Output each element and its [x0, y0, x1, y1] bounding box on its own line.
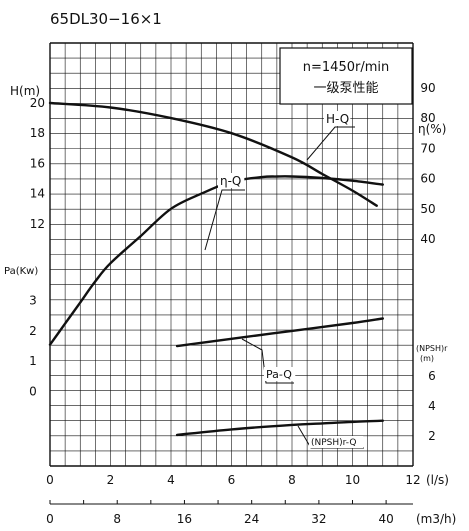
y-power-tick: 3 [29, 294, 37, 308]
eta-q-label: η-Q [220, 174, 241, 188]
y-npsh-tick: 4 [428, 399, 436, 413]
chart-grid [49, 42, 414, 467]
x2-tick-label: 8 [113, 512, 121, 526]
pa-q-label-bg [264, 367, 296, 381]
x2-axis-label: (m3/h) [416, 512, 456, 526]
npsh-q-curve [175, 419, 384, 437]
y-npsh-unit: (m) [420, 354, 434, 363]
x2-tick-label: 40 [378, 512, 393, 526]
y-eff-tick: 80 [420, 111, 435, 125]
x-axis-label: (l/s) [426, 473, 449, 487]
x2-tick-label: 0 [46, 512, 54, 526]
y-eff-tick: 70 [420, 141, 435, 155]
eta-q-curve [48, 175, 384, 346]
tick-labels: 0 2 4 6 8 10 120 8 16 24 32 40201816141232109080706… [29, 81, 436, 526]
x-tick-label: 10 [345, 473, 360, 487]
info-box-stage: 一级泵性能 [313, 81, 378, 96]
chart-title: 65DL30−16×1 [50, 10, 162, 28]
h-q-label-bg [324, 111, 351, 126]
y-power-label: Pa(Kw) [4, 266, 38, 277]
info-box-speed: n=1450r/min [303, 60, 389, 75]
y-eff-tick: 50 [420, 202, 435, 216]
y-head-tick: 20 [30, 96, 45, 110]
curve-labels: H-Q η-Q Pa-Q (NPSH)r-Q [204, 111, 364, 449]
x-tick-label: 0 [46, 473, 54, 487]
y-power-tick: 1 [29, 354, 37, 368]
y-eff-tick: 60 [420, 172, 435, 186]
y-npsh-label: (NPSH)r [416, 344, 448, 353]
pa-q-label: Pa-Q [266, 368, 292, 381]
info-box [279, 47, 413, 105]
npsh-q-label: (NPSH)r-Q [311, 438, 356, 448]
x-tick-label: 2 [107, 473, 115, 487]
y-eff-tick: 90 [420, 81, 435, 95]
y-head-tick: 12 [30, 217, 45, 231]
y-eff-tick: 40 [420, 232, 435, 246]
eta-q-leader [204, 189, 245, 251]
h-q-label: H-Q [326, 112, 349, 126]
y-head-tick: 14 [30, 187, 45, 201]
x-tick-label: 12 [405, 473, 420, 487]
x-tick-label: 8 [288, 473, 296, 487]
pa-q-curve [175, 317, 384, 348]
x2-tick-label: 32 [311, 512, 326, 526]
pa-q-leader [241, 338, 294, 384]
x-tick-label: 4 [167, 473, 175, 487]
h-q-leader [306, 126, 355, 161]
eta-q-label-bg [218, 173, 245, 188]
x2-tick-label: 24 [244, 512, 259, 526]
x2-tick-label: 16 [177, 512, 192, 526]
y-head-label: H(m) [10, 84, 40, 98]
npsh-q-label-bg [309, 436, 364, 448]
y-head-tick: 18 [30, 126, 45, 140]
y-npsh-tick: 6 [428, 369, 436, 383]
y-head-tick: 16 [30, 156, 45, 170]
y-eff-label: η(%) [418, 122, 446, 136]
curves [48, 101, 384, 437]
h-q-curve [48, 101, 378, 207]
y-npsh-tick: 2 [428, 429, 436, 443]
y-power-tick: 2 [29, 324, 37, 338]
x-tick-label: 6 [228, 473, 236, 487]
y-power-tick: 0 [29, 385, 37, 399]
